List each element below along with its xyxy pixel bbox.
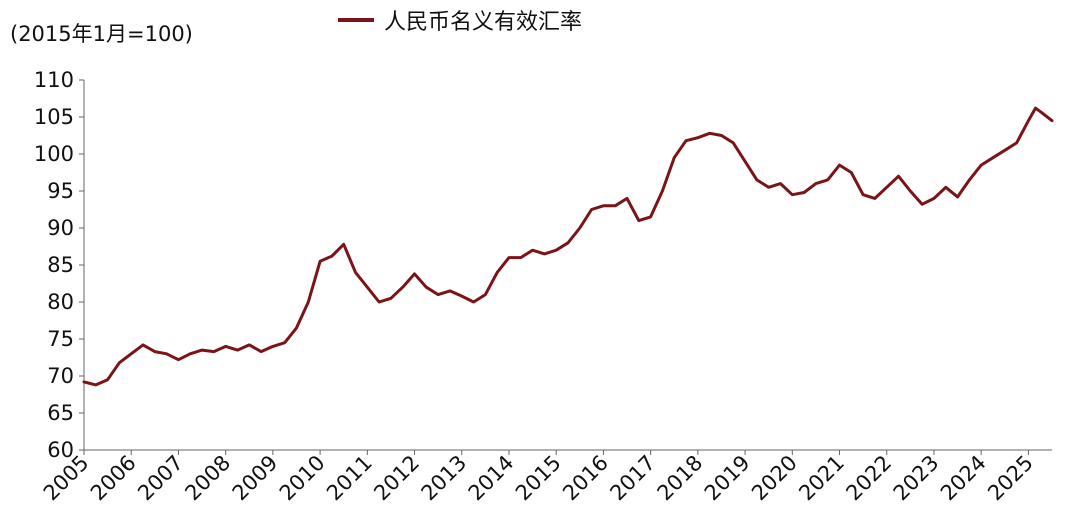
y-tick-label: 90 (47, 216, 74, 240)
y-tick-label: 70 (47, 364, 74, 388)
chart-legend: 人民币名义有效汇率 (338, 4, 582, 36)
legend-label-nominal: 人民币名义有效汇率 (384, 10, 583, 35)
legend-swatch-nominal (338, 18, 374, 22)
x-tick-label: 2018 (653, 451, 708, 506)
x-tick-label: 2019 (700, 451, 755, 506)
x-tick-label: 2016 (558, 451, 613, 506)
x-tick-label: 2008 (180, 451, 235, 506)
x-tick-label: 2010 (275, 451, 330, 506)
y-tick-label: 85 (47, 253, 74, 277)
x-tick-label: 2006 (86, 451, 141, 506)
x-tick-label: 2014 (464, 451, 519, 506)
x-tick-label: 2023 (889, 451, 944, 506)
y-tick-label: 95 (47, 179, 74, 203)
y-tick-label: 75 (47, 327, 74, 351)
y-tick-label: 60 (47, 438, 74, 462)
x-tick-label: 2017 (605, 451, 660, 506)
x-tick-label: 2021 (794, 451, 849, 506)
y-tick-label: 110 (34, 68, 74, 92)
unit-label: (2015年1月=100) (10, 22, 193, 46)
y-tick-label: 100 (34, 142, 74, 166)
x-tick-label: 2012 (369, 451, 424, 506)
x-tick-label: 2013 (417, 451, 472, 506)
legend-item-nominal: 人民币名义有效汇率 (338, 4, 582, 36)
x-tick-label: 2025 (983, 451, 1038, 506)
y-tick-label: 105 (34, 105, 74, 129)
x-tick-label: 2015 (511, 451, 566, 506)
series-line-0 (82, 106, 1054, 387)
x-tick-label: 2007 (133, 451, 188, 506)
x-tick-label: 2024 (936, 451, 991, 506)
y-tick-label: 80 (47, 290, 74, 314)
y-tick-label: 65 (47, 401, 74, 425)
x-tick-label: 2011 (322, 451, 377, 506)
x-tick-label: 2020 (747, 451, 802, 506)
x-tick-label: 2022 (841, 451, 896, 506)
x-tick-label: 2009 (228, 451, 283, 506)
